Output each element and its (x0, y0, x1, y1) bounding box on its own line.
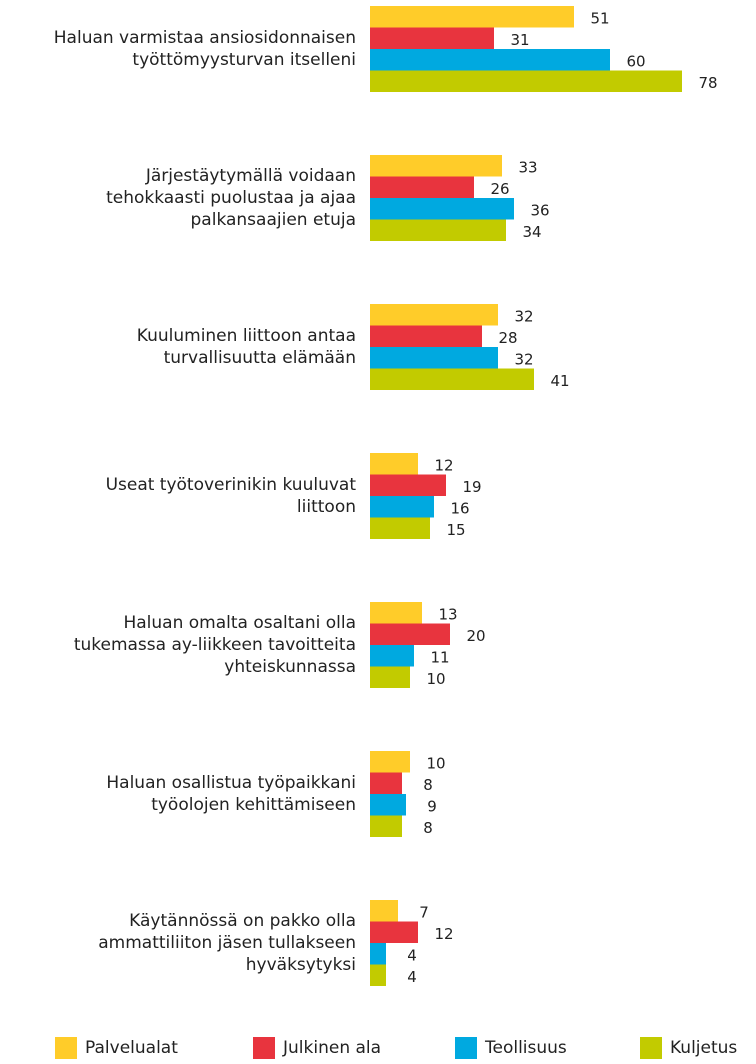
value-label: 10 (426, 670, 445, 688)
value-label: 11 (430, 648, 449, 666)
bar (370, 496, 434, 518)
legend-swatch (455, 1037, 477, 1059)
value-label: 20 (466, 627, 485, 645)
bar (370, 943, 386, 965)
category-label: Haluan omalta osaltani olla tukemassa ay… (73, 613, 356, 677)
value-label: 8 (423, 819, 433, 837)
value-label: 19 (462, 478, 481, 496)
bar (370, 198, 514, 220)
value-label: 36 (530, 201, 549, 219)
value-label: 28 (498, 329, 517, 347)
value-label: 8 (423, 776, 433, 794)
bar (370, 368, 534, 390)
bar (370, 474, 446, 496)
bar (370, 751, 410, 773)
value-label: 41 (550, 372, 569, 390)
value-label: 15 (446, 521, 465, 539)
bar (370, 325, 482, 347)
bar (370, 70, 682, 92)
legend-swatch (253, 1037, 275, 1059)
legend-label: Julkinen ala (283, 1038, 382, 1058)
value-label: 12 (434, 456, 453, 474)
category-label: Kuuluminen liittoon antaa turvallisuutta… (136, 326, 356, 368)
value-label: 78 (698, 74, 717, 92)
value-label: 10 (426, 754, 445, 772)
category-label: Useat työtoverinikin kuuluvat liittoon (105, 475, 356, 517)
bar (370, 517, 430, 539)
bar (370, 666, 410, 688)
bar (370, 602, 422, 624)
bar (370, 921, 418, 943)
bar (370, 49, 610, 71)
bar (370, 772, 402, 794)
value-label: 34 (522, 223, 541, 241)
category-label: Haluan osallistua työpaikkani työolojen … (106, 773, 356, 815)
value-label: 16 (450, 499, 469, 517)
bar (370, 900, 398, 922)
bar (370, 304, 498, 326)
legend-swatch (55, 1037, 77, 1059)
value-label: 9 (427, 797, 437, 815)
value-label: 4 (407, 968, 417, 986)
value-label: 13 (438, 605, 457, 623)
bar (370, 645, 414, 667)
bar (370, 6, 574, 28)
bar (370, 815, 402, 837)
value-label: 51 (590, 9, 609, 27)
value-label: 26 (490, 180, 509, 198)
bar (370, 623, 450, 645)
value-label: 60 (626, 52, 645, 70)
value-label: 32 (514, 307, 533, 325)
category-label: Haluan varmistaa ansiosidonnaisen työttö… (53, 28, 356, 70)
bar (370, 794, 406, 816)
value-label: 4 (407, 946, 417, 964)
bar (370, 176, 474, 198)
legend-label: Teollisuus (485, 1038, 567, 1058)
category-label: Käytännössä on pakko olla ammattiliiton … (98, 911, 356, 975)
bar (370, 27, 494, 49)
bar (370, 219, 506, 241)
value-label: 7 (419, 903, 429, 921)
bar (370, 347, 498, 369)
bar (370, 453, 418, 475)
legend-label: Kuljetus (670, 1038, 738, 1058)
value-label: 31 (510, 31, 529, 49)
category-label: Järjestäytymällä voidaan tehokkaasti puo… (106, 166, 356, 230)
value-label: 32 (514, 350, 533, 368)
bar (370, 964, 386, 986)
value-label: 12 (434, 925, 453, 943)
value-label: 33 (518, 158, 537, 176)
bar (370, 155, 502, 177)
legend-swatch (640, 1037, 662, 1059)
legend-label: Palvelualat (85, 1038, 178, 1058)
